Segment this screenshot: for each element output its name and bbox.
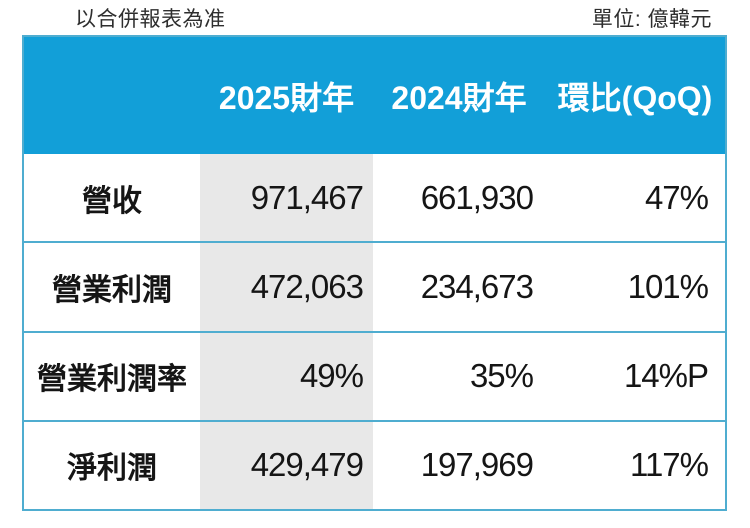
header-col-fy2024: 2024財年 — [391, 79, 527, 116]
note-consolidated-basis: 以合併報表為准 — [75, 8, 226, 31]
header-col-fy2025: 2025財年 — [218, 79, 355, 116]
qoq-value-cell: 14%P — [623, 357, 709, 395]
fy2025-value-cell: 49% — [200, 332, 373, 420]
fy2024-value-cell: 661,930 — [420, 178, 534, 216]
fy2024-value-cell: 234,673 — [420, 267, 534, 305]
note-unit: 單位: 億韓元 — [591, 8, 712, 31]
header-blank-cell — [24, 37, 200, 154]
qoq-value-cell: 47% — [644, 178, 709, 216]
table-row-revenue: 營收 971,467 661,930 47% — [24, 154, 725, 242]
financial-results-table: 2025財年 2024財年 環比(QoQ) 營收 971,467 661,930… — [22, 35, 727, 511]
table-row-net-profit: 淨利潤 429,479 197,969 117% — [24, 419, 725, 509]
row-label-cell: 營業利潤率 — [37, 363, 187, 397]
table-body: 營收 971,467 661,930 47% 營業利潤 472,063 234,… — [24, 154, 725, 509]
fy2025-value-cell: 472,063 — [200, 243, 373, 331]
fy2024-value-cell: 35% — [469, 357, 534, 395]
qoq-value-cell: 101% — [627, 267, 709, 305]
table-header-row: 2025財年 2024財年 環比(QoQ) — [24, 37, 725, 154]
qoq-value-cell: 117% — [630, 446, 709, 484]
fy2025-value-cell: 429,479 — [200, 421, 373, 509]
fy2025-value-cell: 971,467 — [200, 154, 373, 242]
row-label-cell: 營收 — [82, 184, 142, 218]
header-col-qoq: 環比(QoQ) — [557, 79, 713, 116]
row-label-cell: 淨利潤 — [67, 452, 157, 486]
table-row-operating-margin: 營業利潤率 49% 35% 14%P — [24, 330, 725, 420]
row-label-cell: 營業利潤 — [52, 273, 172, 307]
table-row-operating-profit: 營業利潤 472,063 234,673 101% — [24, 241, 725, 331]
fy2024-value-cell: 197,969 — [420, 446, 534, 484]
